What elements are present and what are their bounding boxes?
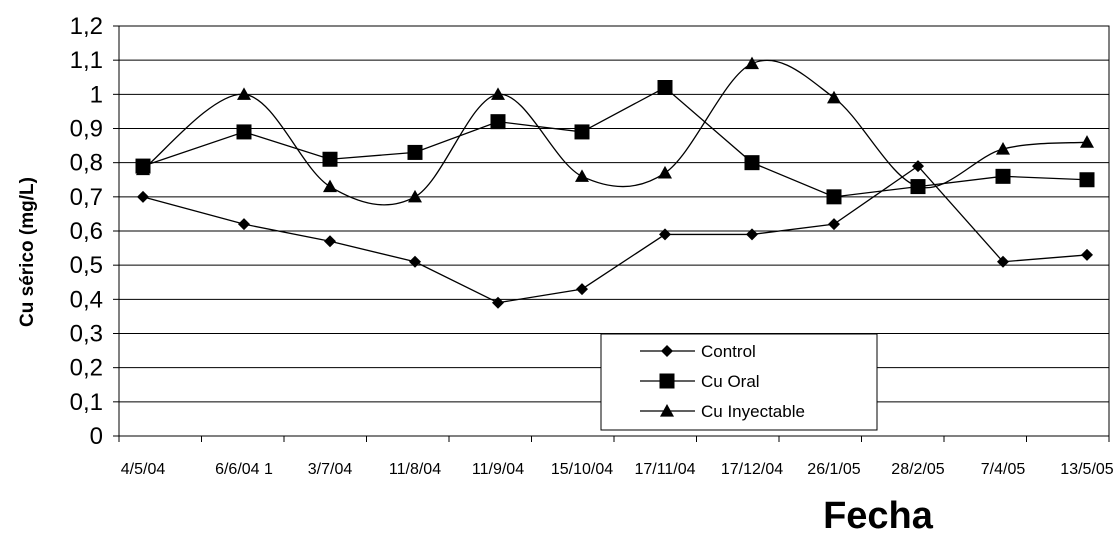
x-tick-label: 7/4/05 (981, 461, 1026, 478)
square-marker (744, 155, 760, 171)
legend-label: Cu Oral (701, 372, 760, 391)
x-tick-labels: 4/5/04 6/6/04 1 3/7/04 11/8/04 11/9/04 15/10/… (121, 461, 1114, 478)
triangle-marker (745, 56, 759, 70)
square-marker (995, 168, 1011, 184)
y-tick-label: 0,8 (70, 150, 103, 177)
x-tick-label: 28/2/05 (891, 461, 944, 478)
gridlines (119, 59, 1109, 403)
triangle-marker (1080, 135, 1094, 148)
square-marker (407, 144, 423, 160)
diamond-marker (238, 218, 250, 231)
triangle-marker (237, 87, 251, 100)
triangle-marker (658, 165, 672, 179)
x-axis-label: Fecha (823, 495, 934, 537)
series-control (137, 160, 1093, 309)
x-tick-label: 6/6/04 1 (215, 461, 273, 478)
diamond-marker (912, 160, 924, 173)
legend-square-icon (659, 373, 675, 389)
legend: Control Cu Oral Cu Inyectable (600, 333, 878, 431)
diamond-marker (746, 228, 758, 241)
diamond-marker (1081, 248, 1093, 261)
series-cu-inyectable (136, 56, 1094, 206)
y-tick-label: 0 (90, 423, 103, 450)
y-axis-label: Cu sérico (mg/L) (17, 177, 38, 327)
square-marker (490, 114, 506, 130)
triangle-marker (136, 162, 150, 176)
y-tick-label: 0,2 (70, 355, 103, 382)
legend-item: Control (640, 342, 756, 361)
x-tick-label: 15/10/04 (551, 461, 613, 478)
y-tick-label: 0,3 (70, 321, 103, 348)
y-tick-label: 0,1 (70, 389, 103, 416)
square-marker (657, 80, 673, 95)
diamond-marker (997, 255, 1009, 268)
x-tick-label: 11/9/04 (472, 461, 524, 478)
square-marker (574, 124, 590, 140)
y-tick-label: 0,5 (70, 252, 103, 279)
x-tick-label: 17/12/04 (721, 461, 783, 478)
diamond-marker (492, 296, 504, 309)
triangle-marker (996, 142, 1010, 155)
y-tick-label: 0,6 (70, 218, 103, 245)
series-line (142, 165, 1088, 304)
triangle-marker (491, 87, 505, 100)
square-marker (1079, 172, 1095, 188)
square-marker (236, 124, 252, 140)
axes (113, 25, 1110, 442)
y-tick-label: 0,4 (70, 286, 103, 313)
diamond-marker (576, 283, 588, 296)
y-tick-label: 1,1 (70, 47, 103, 74)
legend-label: Cu Inyectable (701, 402, 805, 421)
x-tick-label: 11/8/04 (389, 461, 441, 478)
x-tick-label: 3/7/04 (308, 461, 353, 478)
triangle-marker (827, 90, 841, 104)
series-line (142, 86, 1088, 198)
diamond-marker (659, 228, 671, 241)
legend-diamond-icon (661, 345, 673, 357)
legend-item: Cu Oral (640, 372, 760, 391)
x-tick-label: 13/5/05 (1060, 461, 1113, 478)
square-marker (826, 189, 842, 205)
y-tick-label: 0,9 (70, 116, 103, 143)
legend-box (600, 333, 878, 431)
legend-triangle-icon (660, 404, 674, 417)
triangle-marker (323, 179, 337, 193)
triangle-marker (575, 169, 589, 182)
series-group (135, 56, 1095, 309)
legend-label: Control (701, 342, 756, 361)
series-line (142, 59, 1088, 206)
triangle-marker (408, 189, 422, 203)
y-tick-labels: 0 0,1 0,2 0,3 0,4 0,5 0,6 0,7 0,8 0,9 1 1,1 1,2 (70, 13, 103, 450)
square-marker (322, 151, 338, 167)
x-tick-label: 4/5/04 (121, 461, 166, 478)
diamond-marker (137, 190, 149, 203)
diamond-marker (409, 255, 421, 268)
y-tick-label: 1,2 (70, 13, 103, 40)
x-tick-label: 17/11/04 (634, 461, 695, 478)
y-tick-label: 0,7 (70, 184, 103, 211)
legend-item: Cu Inyectable (640, 402, 805, 421)
diamond-marker (828, 218, 840, 231)
diamond-marker (324, 235, 336, 248)
x-tick-label: 26/1/05 (807, 461, 860, 478)
y-tick-label: 1 (90, 81, 103, 108)
triangle-marker (911, 179, 925, 193)
